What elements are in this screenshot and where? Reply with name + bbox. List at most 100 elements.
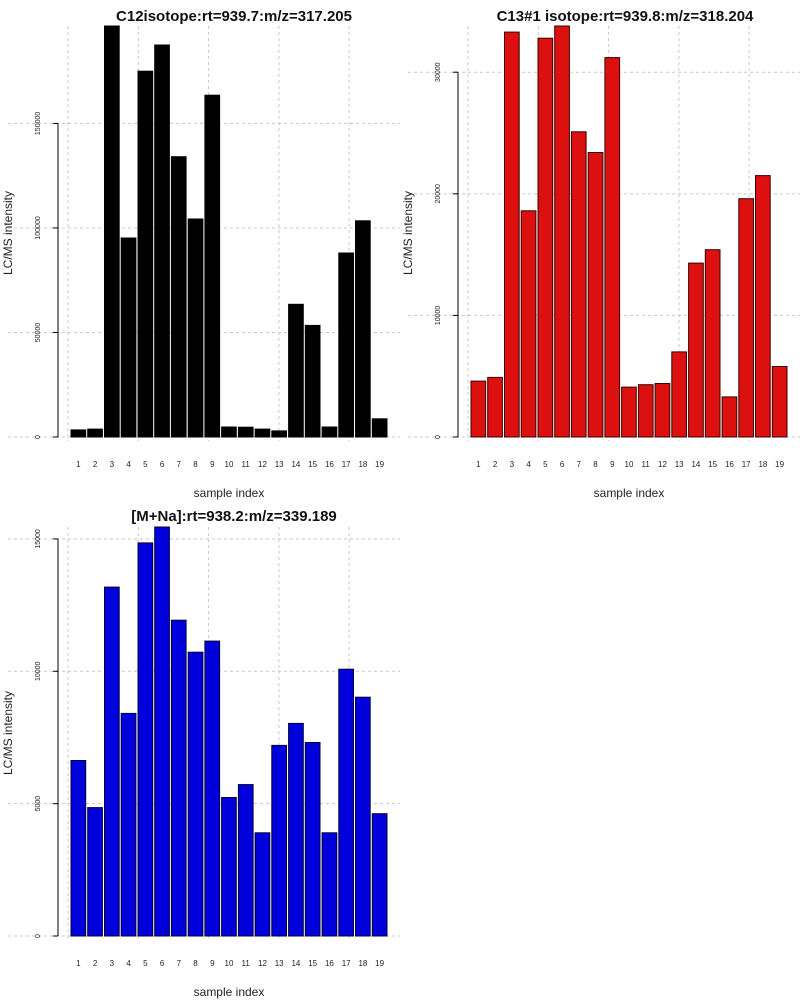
bar-sample-18 [755, 175, 771, 438]
x-tick-label: 13 [275, 460, 284, 469]
y-axis: 0 5000 10000 15000 [35, 529, 59, 938]
x-tick-label: 9 [210, 460, 215, 469]
x-tick-label: 19 [375, 460, 384, 469]
bar-sample-15 [304, 742, 321, 937]
x-axis-tick-labels: 1 2 3 4 5 6 7 8 9 10 11 12 13 14 15 16 17 18 19 [476, 460, 784, 469]
bar-sample-9 [204, 94, 221, 438]
bar-sample-16 [321, 426, 338, 438]
x-tick-label: 10 [625, 460, 634, 469]
bar-series [70, 526, 388, 937]
bar-sample-1 [70, 760, 87, 937]
bar-sample-5 [137, 542, 154, 937]
x-tick-label: 15 [708, 460, 717, 469]
x-tick-label: 2 [93, 959, 98, 968]
x-tick-label: 10 [225, 959, 234, 968]
bar-sample-10 [221, 426, 237, 438]
x-tick-label: 8 [193, 460, 198, 469]
bar-sample-3 [504, 31, 520, 438]
bar-series [470, 25, 788, 438]
x-tick-label: 18 [758, 460, 767, 469]
x-tick-label: 17 [342, 959, 351, 968]
bar-sample-18 [355, 220, 371, 438]
bar-sample-5 [137, 70, 154, 438]
x-tick-label: 2 [93, 460, 98, 469]
x-tick-label: 9 [210, 959, 215, 968]
bar-sample-2 [87, 428, 103, 438]
bar-sample-4 [120, 712, 137, 937]
x-tick-label: 2 [493, 460, 498, 469]
x-tick-label: 9 [610, 460, 615, 469]
bar-sample-13 [671, 351, 687, 438]
x-axis-tick-labels: 1 2 3 4 5 6 7 8 9 10 11 12 13 14 15 16 17 18 19 [76, 460, 384, 469]
y-tick-label: 10000 [435, 306, 442, 326]
bar-sample-17 [338, 252, 354, 438]
x-tick-label: 3 [510, 460, 515, 469]
x-tick-label: 10 [225, 460, 234, 469]
x-tick-label: 15 [308, 460, 317, 469]
bar-sample-12 [654, 383, 671, 438]
chart-panel-c13-isotope: C13#1 isotope:rt=939.8:m/z=318.204 0 1000… [401, 8, 800, 500]
chart-panel-c12-isotope: C12isotope:rt=939.7:m/z=317.205 05000010… [1, 8, 400, 500]
x-tick-label: 17 [342, 460, 351, 469]
x-tick-label: 1 [476, 460, 481, 469]
x-tick-label: 17 [742, 460, 751, 469]
bar-sample-19 [371, 813, 388, 937]
bar-sample-15 [704, 249, 721, 438]
chart-title: C12isotope:rt=939.7:m/z=317.205 [116, 8, 352, 25]
bar-sample-12 [254, 428, 271, 438]
x-tick-label: 8 [593, 460, 598, 469]
x-tick-label: 12 [258, 959, 267, 968]
x-axis-label: sample index [594, 486, 665, 500]
x-tick-label: 12 [658, 460, 667, 469]
x-axis-label: sample index [194, 985, 265, 999]
x-tick-label: 7 [177, 959, 182, 968]
x-axis-label: sample index [194, 486, 265, 500]
x-tick-label: 19 [775, 460, 784, 469]
bar-sample-3 [104, 25, 120, 438]
chart-title: [M+Na]:rt=938.2:m/z=339.189 [131, 508, 337, 525]
bar-sample-16 [321, 832, 338, 937]
bar-sample-12 [254, 832, 271, 937]
x-tick-label: 11 [242, 460, 251, 469]
x-tick-label: 13 [275, 959, 284, 968]
bar-sample-7 [170, 156, 187, 438]
x-tick-label: 12 [258, 460, 267, 469]
x-tick-label: 5 [543, 460, 548, 469]
bar-sample-7 [170, 619, 187, 937]
y-tick-label: 100000 [35, 216, 42, 239]
y-tick-label: 30000 [435, 62, 442, 82]
bar-sample-4 [120, 237, 137, 438]
x-tick-label: 16 [725, 460, 734, 469]
chart-title: C13#1 isotope:rt=939.8:m/z=318.204 [497, 8, 754, 25]
bar-sample-18 [355, 696, 371, 937]
bar-sample-17 [338, 668, 354, 937]
bar-sample-14 [688, 262, 704, 438]
x-tick-label: 1 [76, 959, 81, 968]
bar-sample-7 [570, 131, 587, 438]
bar-sample-1 [470, 380, 487, 438]
y-axis: 0 50000 100000 150000 [35, 112, 59, 439]
bar-sample-9 [204, 640, 221, 937]
bar-sample-8 [187, 651, 204, 937]
x-tick-label: 5 [143, 959, 148, 968]
x-tick-label: 7 [577, 460, 582, 469]
x-tick-label: 11 [642, 460, 651, 469]
x-tick-label: 1 [76, 460, 81, 469]
x-tick-label: 14 [291, 959, 300, 968]
y-axis-label: LC/MS intensity [401, 191, 415, 275]
bar-sample-9 [604, 57, 621, 438]
y-tick-label: 20000 [435, 184, 442, 204]
x-tick-label: 18 [358, 460, 367, 469]
y-tick-label: 5000 [35, 796, 42, 812]
y-tick-label: 50000 [35, 323, 42, 343]
bar-sample-13 [271, 430, 287, 438]
y-tick-label: 10000 [35, 661, 42, 681]
bar-sample-16 [721, 396, 738, 438]
x-tick-label: 3 [110, 959, 115, 968]
bar-sample-4 [520, 210, 537, 438]
y-tick-label: 150000 [35, 112, 42, 135]
bar-sample-19 [371, 418, 388, 438]
x-tick-label: 13 [675, 460, 684, 469]
x-tick-label: 4 [526, 460, 531, 469]
